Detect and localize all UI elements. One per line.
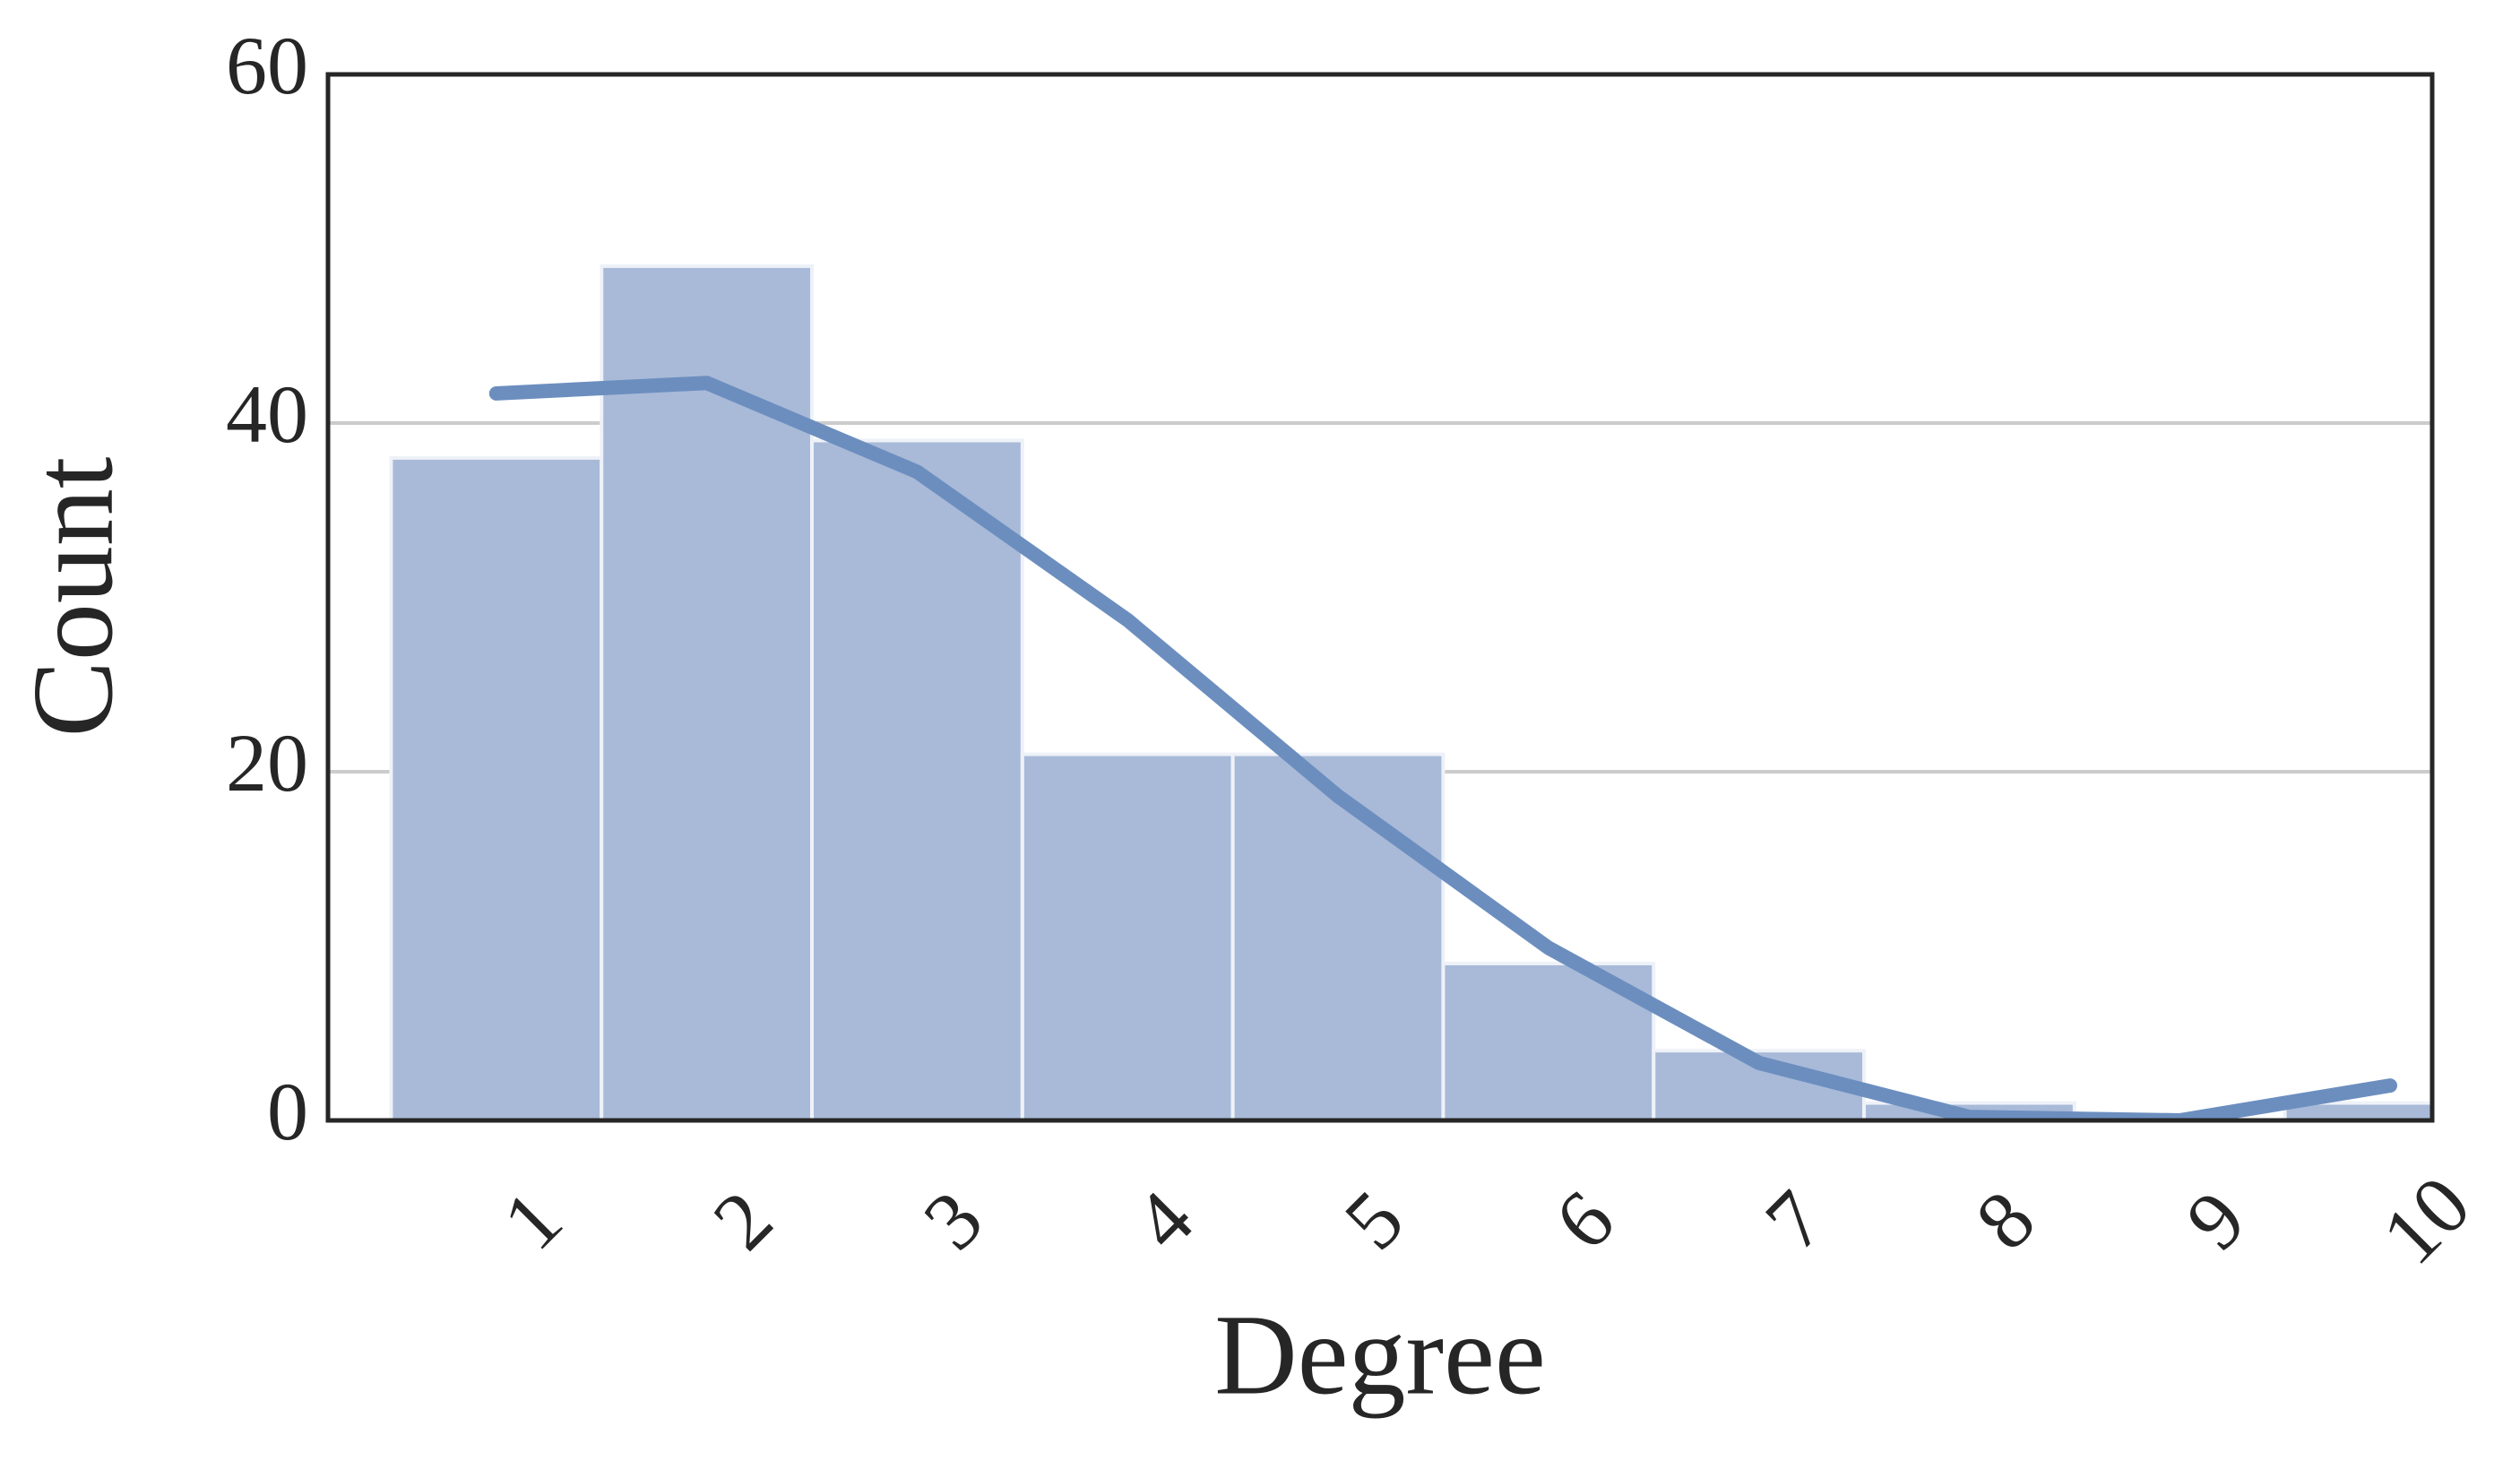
x-tick-label: 8 [1958, 1173, 2052, 1267]
histogram-bar [1230, 752, 1446, 1120]
x-tick-label: 5 [1327, 1173, 1421, 1267]
y-tick-label: 0 [267, 1066, 308, 1157]
y-tick-label: 20 [226, 717, 308, 808]
x-tick-label: 1 [485, 1173, 579, 1267]
x-tick-label: 4 [1117, 1173, 1211, 1267]
histogram-bar [1020, 752, 1235, 1120]
x-tick-label: 2 [695, 1173, 790, 1267]
x-axis-label: Degree [1214, 1291, 1546, 1418]
plot-area [389, 264, 2432, 1120]
x-tick-label: 7 [1748, 1173, 1842, 1267]
x-tick-label: 3 [906, 1173, 1000, 1267]
x-tick-label: 9 [2169, 1173, 2263, 1267]
x-tick-label: 6 [1537, 1173, 1631, 1267]
histogram-bar [810, 438, 1024, 1120]
y-axis-label: Count [9, 457, 136, 738]
histogram-bar [2283, 1101, 2432, 1120]
x-tick-label: 10 [2364, 1158, 2487, 1281]
histogram-bar [600, 264, 815, 1120]
histogram-bar [389, 455, 604, 1120]
y-tick-label: 60 [226, 20, 308, 111]
plot-frame [325, 72, 2435, 1123]
y-tick-label: 40 [226, 368, 308, 460]
